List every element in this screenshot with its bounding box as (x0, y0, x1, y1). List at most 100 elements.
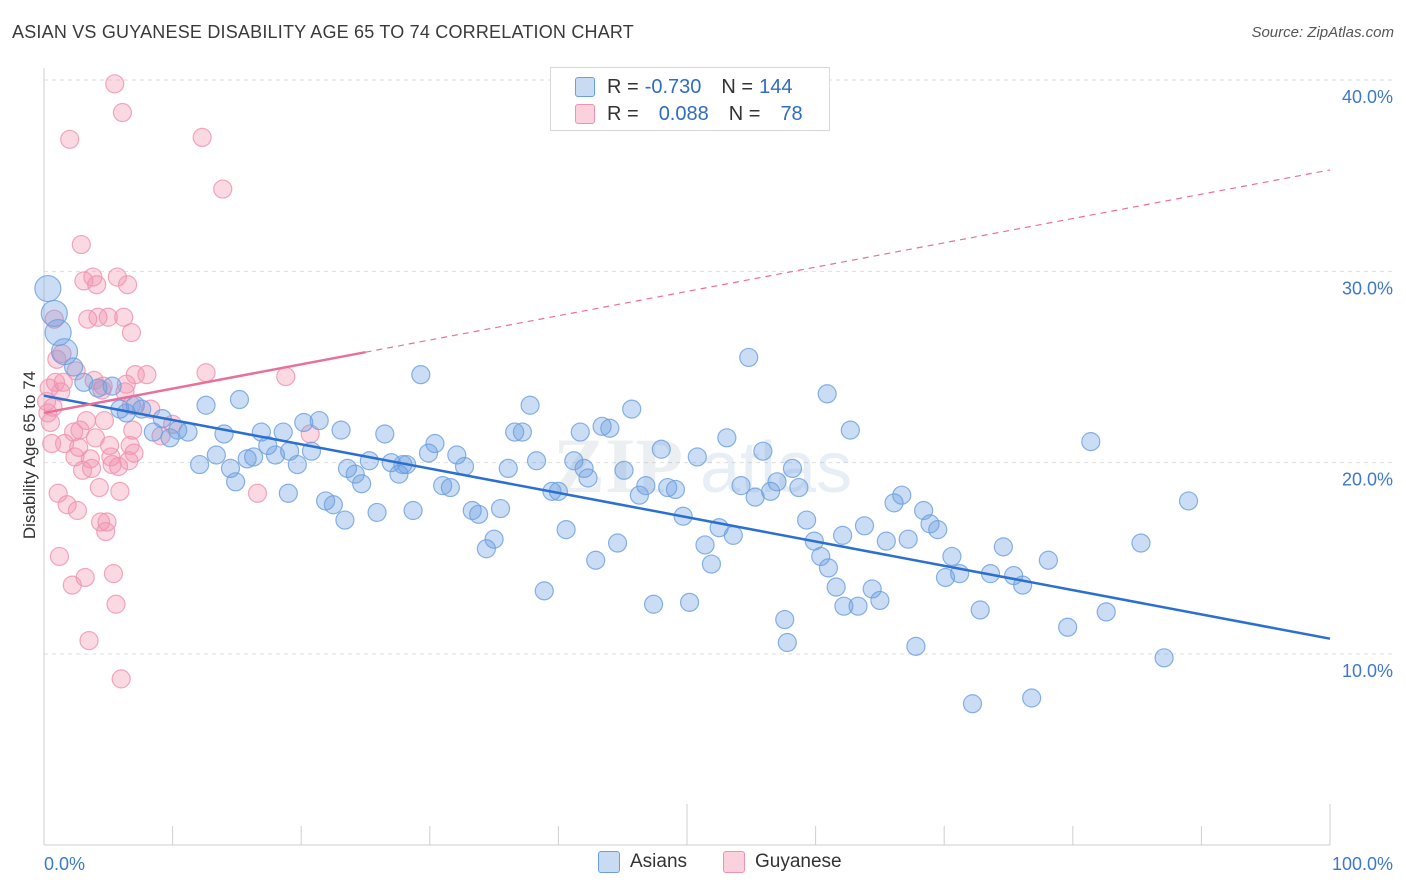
guyanese-swatch (575, 104, 595, 124)
guyanese-trend-line (43, 350, 366, 415)
asian-points (34, 274, 1199, 714)
r-label: R = (607, 75, 639, 98)
r-value: -0.730 (644, 75, 702, 98)
asian-point (520, 395, 540, 415)
guyanese-point (125, 365, 145, 385)
asian-point (389, 464, 409, 484)
guyanese-point (44, 309, 64, 329)
guyanese-point (60, 129, 80, 149)
guyanese-point (108, 456, 129, 477)
asian-point (817, 384, 837, 404)
legend-item-asians[interactable]: Asians (598, 851, 687, 873)
asian-point (490, 498, 511, 519)
guyanese-point (111, 669, 131, 689)
guyanese-points (36, 74, 320, 689)
asian-point (178, 422, 198, 442)
asian-point (629, 485, 650, 505)
guyanese-legend-swatch (723, 851, 745, 873)
guyanese-point (137, 365, 157, 385)
asians-legend-label: Asians (630, 851, 688, 872)
trend-lines (43, 169, 1331, 640)
asian-point (102, 376, 122, 396)
asian-point (928, 520, 948, 540)
asian-point (273, 422, 293, 442)
asian-point (425, 433, 445, 454)
r-label: R = (607, 102, 639, 125)
asian-point (993, 537, 1013, 557)
asian-point (782, 458, 803, 479)
asian-point (962, 694, 983, 714)
asian-point (287, 454, 307, 475)
asian-point (636, 476, 656, 496)
guyanese-point (40, 412, 61, 433)
asian-point (1154, 648, 1174, 668)
guyanese-point (70, 420, 90, 440)
asian-point (265, 445, 286, 465)
guyanese-point (123, 420, 143, 440)
asian-point (469, 504, 489, 524)
guyanese-point (89, 477, 109, 498)
y-tick-label: 40.0% (1342, 87, 1393, 107)
asian-point (190, 454, 210, 475)
asian-point (870, 590, 890, 611)
guyanese-point (98, 307, 118, 327)
asians-legend-swatch (598, 851, 620, 873)
asian-point (834, 596, 854, 616)
guyanese-point (79, 631, 99, 651)
guyanese-point (192, 127, 212, 147)
asian-point (88, 378, 108, 398)
asian-point (920, 514, 940, 534)
asian-point (1022, 688, 1042, 708)
y-tick-label: 20.0% (1342, 470, 1393, 490)
guyanese-legend-label: Guyanese (755, 851, 842, 872)
asian-point (433, 476, 453, 496)
guyanese-point (300, 424, 320, 444)
asian-point (833, 525, 853, 545)
asian-point (723, 525, 743, 545)
asian-point (375, 424, 395, 444)
asian-point (1058, 617, 1078, 637)
legend-item-guyanese[interactable]: Guyanese (723, 851, 842, 873)
asian-point (564, 451, 584, 471)
asian-point (854, 516, 875, 536)
asian-point (331, 420, 351, 440)
asian-point (775, 609, 795, 630)
asian-point (534, 581, 554, 601)
asian-point (811, 546, 831, 567)
guyanese-point (76, 410, 97, 431)
asian-point (862, 579, 882, 599)
asian-point (512, 422, 532, 442)
guyanese-point (114, 307, 134, 327)
asian-point (592, 416, 612, 436)
asian-point (574, 458, 594, 479)
guyanese-point (117, 275, 138, 295)
asian-point (229, 389, 250, 410)
axes (43, 68, 1331, 846)
asian-point (337, 458, 358, 479)
guyanese-point (75, 567, 95, 588)
legend-row-guyanese: R = 0.088 N = 78 (575, 101, 803, 127)
guyanese-trend-extension (365, 169, 1331, 353)
guyanese-point (105, 74, 125, 94)
guyanese-point (110, 481, 130, 501)
x-tick-label: 0.0% (44, 854, 85, 874)
y-axis-label: Disability Age 65 to 74 (20, 370, 39, 540)
guyanese-point (121, 322, 142, 343)
asian-point (226, 472, 246, 492)
guyanese-point (97, 512, 117, 532)
asian-point (505, 422, 525, 442)
watermark-atlas: atlas (700, 428, 852, 508)
guyanese-point (90, 512, 111, 532)
guyanese-point (196, 363, 216, 383)
asian-point (1081, 432, 1101, 452)
asian-point (848, 596, 868, 616)
source-label: Source: ZipAtlas.com (1251, 24, 1394, 41)
asian-point (892, 485, 912, 505)
asian-point (695, 535, 715, 555)
n-label: N = (728, 102, 761, 125)
asians-trend-line (43, 394, 1331, 640)
guyanese-point (247, 483, 268, 503)
asian-point (244, 447, 264, 467)
asian-point (586, 550, 606, 570)
asian-point (906, 636, 926, 656)
